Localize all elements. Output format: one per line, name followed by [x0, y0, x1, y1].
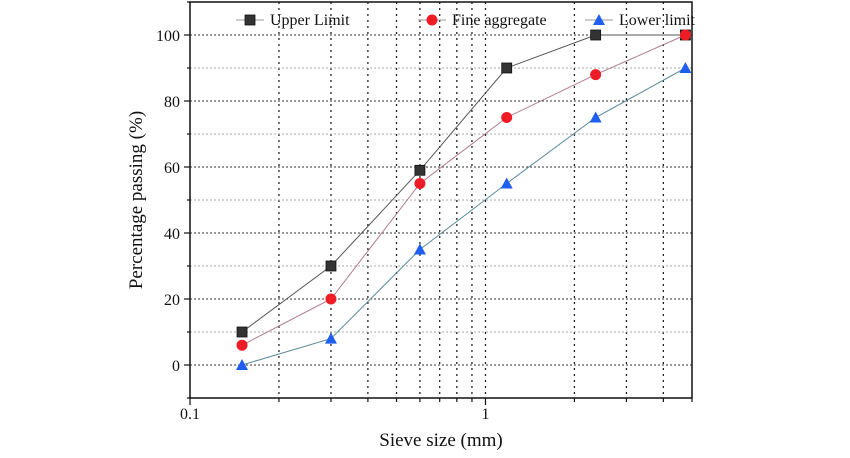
y-axis-label: Percentage passing (%) [126, 111, 147, 289]
x-tick-label: 0.1 [180, 406, 200, 423]
series-line-fine-aggregate [241, 34, 686, 346]
data-point-fine-aggregate [679, 29, 691, 41]
axes: 0 20 40 60 80 100 0.1 1 [156, 1, 693, 423]
x-axis-label: Sieve size (mm) [379, 430, 502, 451]
plot-frame [189, 1, 693, 399]
legend: Upper Limit Fine aggregate Lower limit [236, 12, 696, 29]
data-point-lower-limit [413, 243, 426, 255]
data-point-upper-limit [325, 260, 337, 272]
y-tick-label: 100 [156, 28, 180, 45]
data-point-upper-limit [590, 29, 602, 41]
data-point-fine-aggregate [414, 178, 426, 189]
legend-label-lower-limit: Lower limit [619, 12, 696, 29]
data-point-fine-aggregate [501, 112, 513, 123]
data-point-fine-aggregate [590, 69, 602, 81]
data-point-upper-limit [501, 62, 513, 74]
data-point-fine-aggregate [325, 293, 337, 305]
legend-marker-upper-limit [244, 14, 256, 26]
y-tick-label: 60 [164, 160, 180, 177]
y-tick-label: 40 [164, 226, 180, 243]
x-tick-label: 1 [481, 406, 489, 423]
data-point-lower-limit [236, 359, 249, 370]
legend-marker-lower-limit [593, 14, 605, 25]
data-point-upper-limit [414, 164, 426, 176]
data-point-lower-limit [679, 62, 692, 73]
y-tick-label: 0 [172, 358, 180, 375]
series-line-upper-limit [241, 34, 686, 333]
series-line-lower-limit [241, 67, 686, 366]
data-point-lower-limit [500, 177, 513, 189]
legend-marker-fine-aggregate [426, 14, 438, 26]
legend-label-upper-limit: Upper Limit [270, 12, 350, 29]
data-point-lower-limit [324, 332, 337, 344]
data-point-upper-limit [236, 326, 248, 338]
y-tick-label: 80 [164, 94, 180, 111]
legend-label-fine-aggregate: Fine aggregate [452, 12, 547, 29]
series-group [236, 29, 692, 370]
data-point-lower-limit [589, 111, 602, 123]
data-point-fine-aggregate [236, 339, 248, 351]
grid [190, 2, 692, 398]
y-tick-label: 20 [164, 292, 180, 309]
